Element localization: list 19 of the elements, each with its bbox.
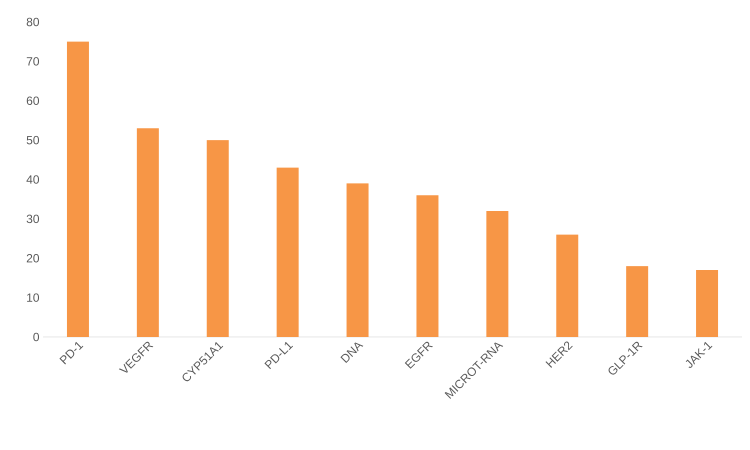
bar [276,168,299,337]
y-tick-label: 40 [26,175,40,184]
bar [696,270,718,337]
bar [66,42,89,337]
y-tick-label: 60 [26,96,40,105]
y-tick-label: 30 [26,214,40,224]
bar [416,195,438,337]
bar [486,210,508,337]
y-tick-label: 70 [26,57,40,66]
y-tick-label: 20 [26,254,40,262]
y-tick-label: 80 [26,18,40,26]
bar [346,183,369,337]
bar [206,140,229,337]
bar [556,234,578,337]
y-tick-label: 10 [27,293,40,302]
y-tick-label: 50 [26,136,40,144]
y-tick-label: 0 [33,332,40,342]
bar [626,266,648,337]
bar [136,128,159,337]
